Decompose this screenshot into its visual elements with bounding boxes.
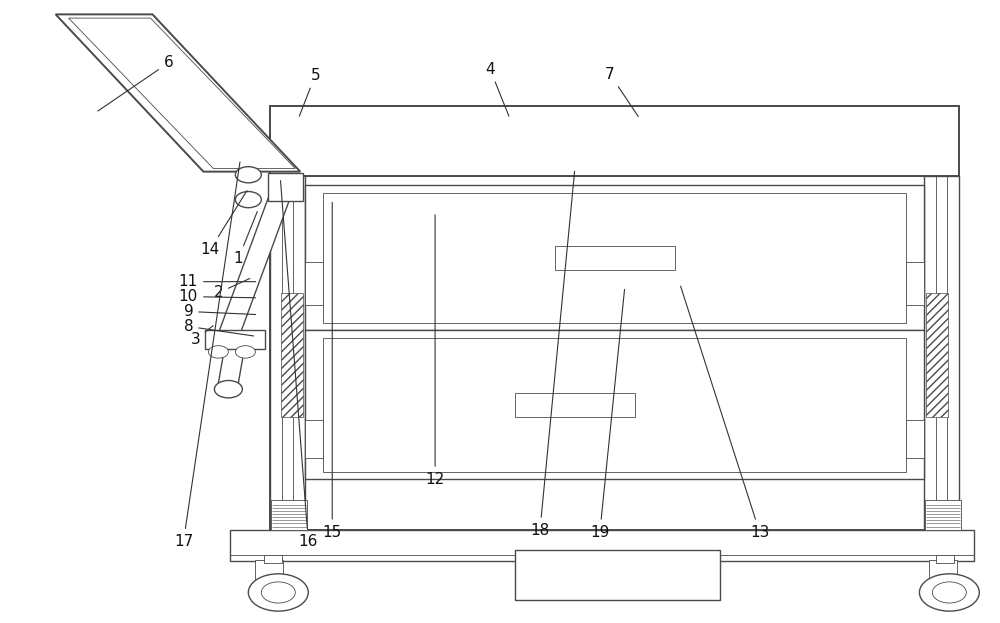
Text: 18: 18 [530,171,575,538]
Bar [906,421,924,457]
Bar [926,293,948,417]
Bar [305,330,924,479]
Bar [270,176,305,530]
Bar [305,262,323,305]
Bar [270,107,959,176]
Text: 12: 12 [425,215,445,487]
Text: 2: 2 [214,278,250,300]
Text: 7: 7 [605,67,638,117]
Text: 19: 19 [590,290,625,540]
Text: 16: 16 [281,181,318,549]
Circle shape [208,346,228,358]
Text: 9: 9 [184,304,256,319]
Bar [305,185,924,330]
Polygon shape [218,349,244,383]
Bar [555,246,675,270]
Polygon shape [218,176,298,333]
Bar [323,193,906,323]
Bar [305,421,323,457]
Circle shape [235,346,255,358]
Bar [323,338,906,472]
Bar [271,500,307,530]
Bar [906,262,924,305]
Bar [925,500,961,530]
Bar [230,530,974,561]
Bar [270,176,959,530]
Text: 17: 17 [174,162,240,549]
Text: 10: 10 [179,289,256,304]
Text: 11: 11 [179,274,256,289]
Circle shape [235,167,261,183]
Bar [924,176,959,530]
Text: 6: 6 [98,55,173,111]
Bar [264,555,282,563]
Text: 14: 14 [201,191,247,257]
Text: 15: 15 [323,202,342,540]
Bar [929,560,957,579]
Bar [205,330,265,349]
Circle shape [919,574,979,611]
Bar [515,550,720,600]
Text: 8: 8 [184,319,254,336]
Bar [281,293,303,417]
Text: 4: 4 [485,62,509,117]
Circle shape [261,582,295,603]
Bar [515,393,635,417]
Bar [936,555,954,563]
Bar [255,560,283,579]
Circle shape [248,574,308,611]
Text: 5: 5 [299,68,320,117]
Polygon shape [56,14,300,172]
Text: 1: 1 [234,212,257,266]
Circle shape [932,582,966,603]
Circle shape [235,191,261,207]
Circle shape [214,381,242,398]
Text: 13: 13 [681,286,769,540]
Bar [268,173,303,201]
Text: 3: 3 [191,326,213,347]
